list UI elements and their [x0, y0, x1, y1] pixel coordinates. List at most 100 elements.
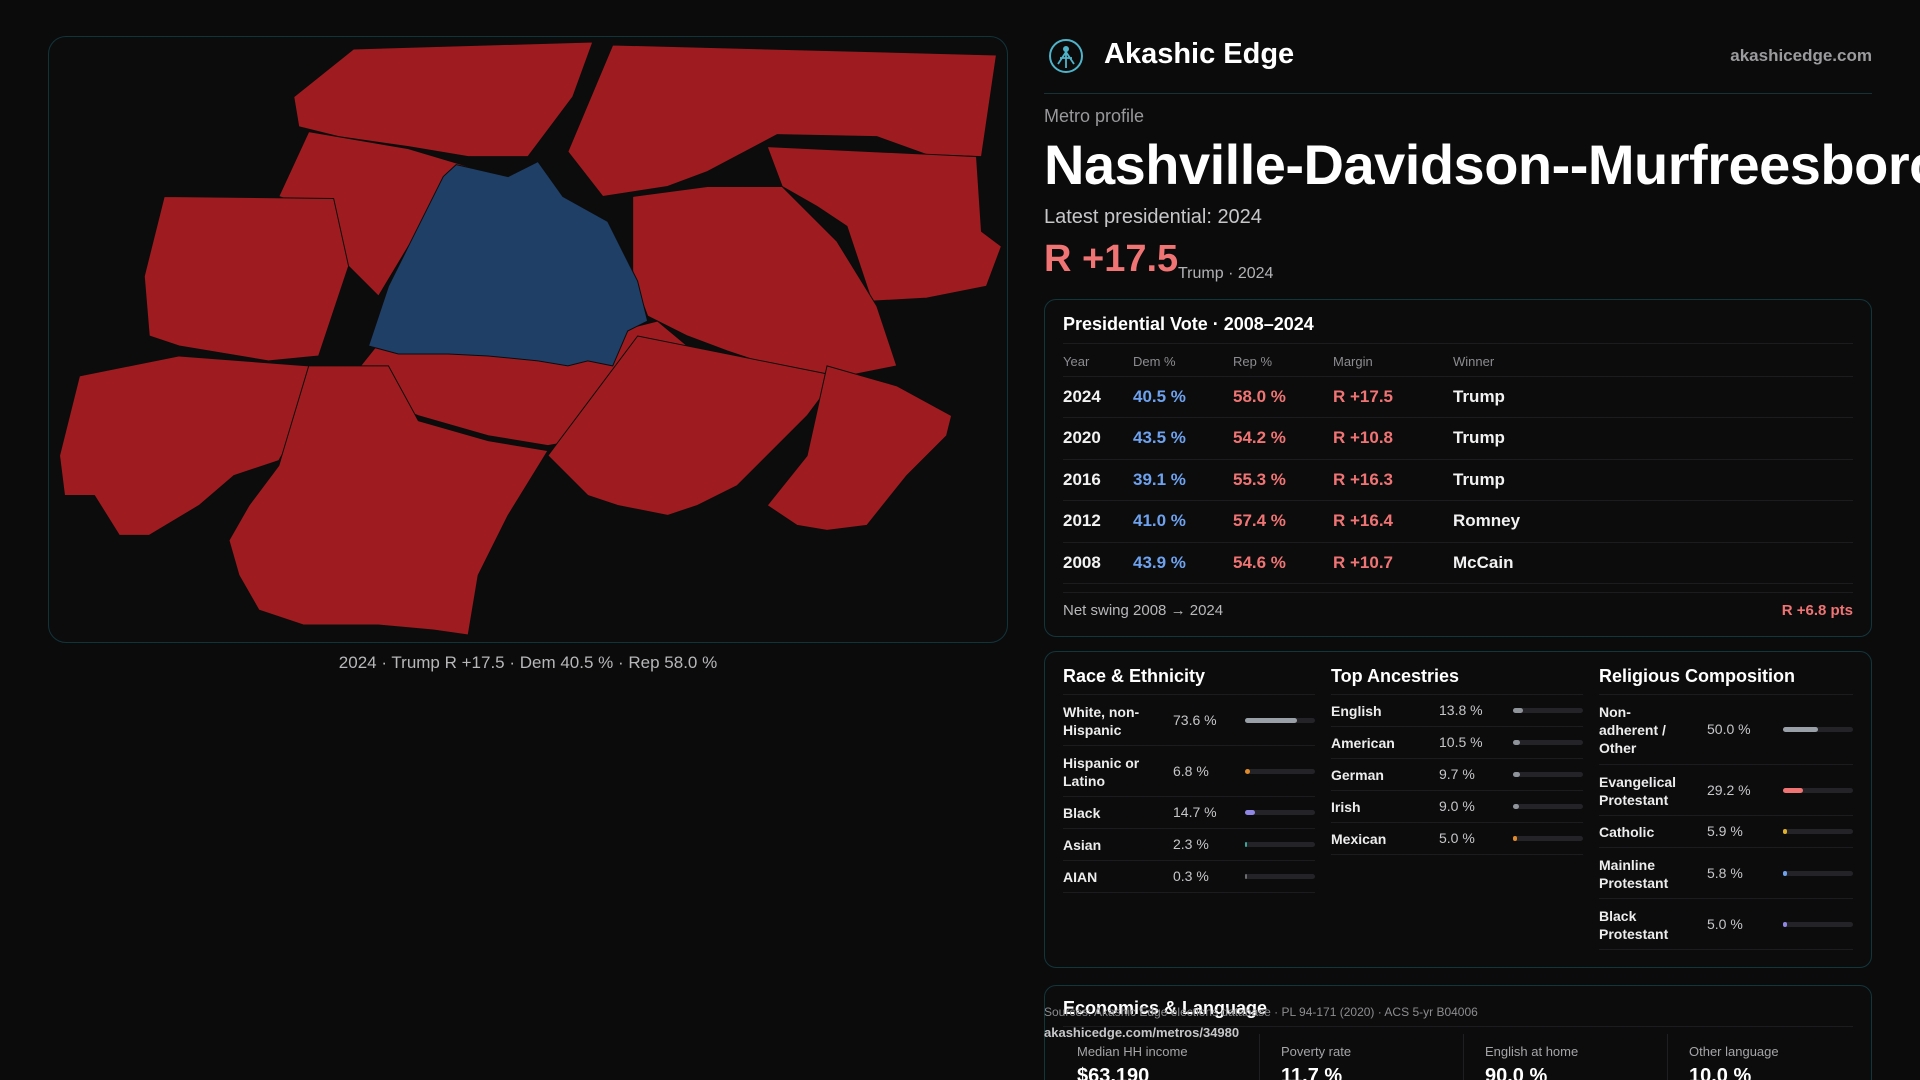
presidential-vote-card: Presidential Vote · 2008–2024 Year Dem %…	[1044, 299, 1872, 637]
row-label: Black Protestant	[1599, 908, 1669, 942]
row-label: Asian	[1063, 837, 1102, 853]
share-bar-fill	[1783, 829, 1787, 834]
race-title: Race & Ethnicity	[1063, 666, 1315, 695]
row-value: 29.2 %	[1707, 782, 1751, 798]
stat-label: Poverty rate	[1281, 1044, 1352, 1059]
list-item: Irish 9.0 %	[1331, 791, 1583, 823]
year-cell: 2012	[1063, 500, 1133, 543]
share-bar-fill	[1245, 718, 1297, 723]
year-cell: 2016	[1063, 459, 1133, 501]
row-label: Mainline Protestant	[1599, 857, 1669, 891]
metro-url-link[interactable]: akashicedge.com/metros/34980	[1044, 1025, 1240, 1040]
list-item: Black Protestant 5.0 %	[1599, 899, 1853, 950]
county-south-east-inner[interactable]	[547, 335, 838, 516]
list-item: Catholic 5.9 %	[1599, 816, 1853, 848]
rep-cell: 55.3 %	[1233, 459, 1333, 501]
dem-cell: 41.0 %	[1133, 500, 1233, 543]
col-rep: Rep %	[1233, 348, 1333, 377]
margin-cell: R +16.3	[1333, 459, 1453, 501]
table-row: 2008 43.9 % 54.6 % R +10.7 McCain	[1063, 542, 1853, 584]
share-bar	[1513, 804, 1583, 809]
share-bar-fill	[1513, 740, 1520, 745]
county-west-upper[interactable]	[143, 195, 350, 362]
stat-label: Median HH income	[1077, 1044, 1188, 1059]
stat-poverty-rate: Poverty rate 11.7 %	[1281, 1044, 1351, 1080]
stat-value: 11.7 %	[1281, 1065, 1343, 1080]
stat-value: 90.0 %	[1485, 1065, 1548, 1080]
divider	[1667, 1034, 1668, 1080]
share-bar	[1783, 871, 1853, 876]
share-bar	[1513, 740, 1583, 745]
list-item: Hispanic or Latino 6.8 %	[1063, 746, 1315, 797]
county-south-west[interactable]	[228, 365, 549, 636]
year-cell: 2024	[1063, 376, 1133, 418]
dem-cell: 39.1 %	[1133, 459, 1233, 501]
county-east-upper[interactable]	[766, 146, 1003, 302]
margin-cell: R +17.5	[1333, 376, 1453, 418]
row-label: White, non-Hispanic	[1063, 704, 1140, 738]
table-row: 2024 40.5 % 58.0 % R +17.5 Trump	[1063, 376, 1853, 418]
divider	[1063, 343, 1853, 344]
economics-card: Economics & Language Median HH income $6…	[1044, 985, 1872, 1080]
share-bar	[1513, 836, 1583, 841]
margin-cell: R +10.7	[1333, 542, 1453, 584]
sources-note: Sources: Akashic Edge elections database…	[1044, 1005, 1478, 1019]
row-value: 14.7 %	[1173, 804, 1217, 820]
margin-cell: R +16.4	[1333, 500, 1453, 543]
winner-cell: Trump	[1453, 417, 1853, 460]
table-row: 2016 39.1 % 55.3 % R +16.3 Trump	[1063, 459, 1853, 501]
dem-cell: 40.5 %	[1133, 376, 1233, 418]
share-bar-fill	[1783, 788, 1803, 793]
row-label: Evangelical Protestant	[1599, 774, 1677, 808]
stat-median-income: Median HH income $63,190	[1077, 1044, 1188, 1080]
row-label: Hispanic or Latino	[1063, 755, 1140, 789]
stat-english-at-home: English at home 90.0 %	[1485, 1044, 1578, 1080]
row-label: German	[1331, 767, 1384, 783]
share-bar	[1783, 727, 1853, 732]
rep-cell: 54.6 %	[1233, 542, 1333, 584]
dem-cell: 43.9 %	[1133, 542, 1233, 584]
county-north-west[interactable]	[293, 41, 594, 158]
net-swing-value: R +6.8 pts	[1781, 602, 1853, 619]
winner-cell: Romney	[1453, 500, 1853, 543]
col-dem: Dem %	[1133, 348, 1233, 377]
page-title: Nashville-Davidson--Murfreesboro	[1044, 133, 1920, 196]
row-value: 73.6 %	[1173, 712, 1217, 728]
list-item: Black 14.7 %	[1063, 797, 1315, 829]
ancestry-rows: English 13.8 % American 10.5 % German 9.7 % Ir…	[1331, 695, 1583, 855]
religion-section: Religious Composition Non-adherent / Oth…	[1599, 666, 1853, 950]
county-davidson[interactable]	[367, 160, 649, 367]
share-bar	[1245, 810, 1315, 815]
profile-panel: Akashic Edge akashicedge.com Metro profi…	[1044, 0, 1920, 1080]
row-label: AIAN	[1063, 869, 1098, 885]
religion-rows: Non-adherent / Other 50.0 % Evangelical Pr…	[1599, 695, 1853, 950]
row-value: 9.7 %	[1439, 766, 1475, 782]
brand-domain-link[interactable]: akashicedge.com	[1730, 46, 1872, 65]
row-value: 5.8 %	[1707, 865, 1743, 881]
county-north-east[interactable]	[567, 44, 998, 198]
share-bar-fill	[1513, 772, 1520, 777]
rep-cell: 54.2 %	[1233, 417, 1333, 460]
brand-name[interactable]: Akashic Edge	[1104, 38, 1295, 70]
row-label: English	[1331, 703, 1382, 719]
county-east-lower[interactable]	[766, 365, 953, 531]
list-item: American 10.5 %	[1331, 727, 1583, 759]
share-bar-fill	[1783, 727, 1818, 732]
col-margin: Margin	[1333, 348, 1453, 377]
share-bar	[1783, 922, 1853, 927]
compass-person-icon	[1049, 39, 1083, 73]
row-value: 5.9 %	[1707, 823, 1743, 839]
ancestry-title: Top Ancestries	[1331, 666, 1583, 695]
religion-title: Religious Composition	[1599, 666, 1853, 695]
brand-header: Akashic Edge akashicedge.com	[1044, 30, 1872, 94]
divider	[1259, 1034, 1260, 1080]
stat-label: Other language	[1689, 1044, 1779, 1059]
row-value: 13.8 %	[1439, 702, 1483, 718]
metro-map[interactable]	[48, 36, 1008, 643]
economics-title: Economics & Language	[1063, 998, 1268, 1018]
share-bar	[1783, 829, 1853, 834]
race-ethnicity-section: Race & Ethnicity White, non-Hispanic 73.6…	[1063, 666, 1315, 893]
list-item: Mainline Protestant 5.8 %	[1599, 848, 1853, 899]
race-rows: White, non-Hispanic 73.6 % Hispanic or Lat…	[1063, 695, 1315, 893]
year-cell: 2020	[1063, 417, 1133, 460]
